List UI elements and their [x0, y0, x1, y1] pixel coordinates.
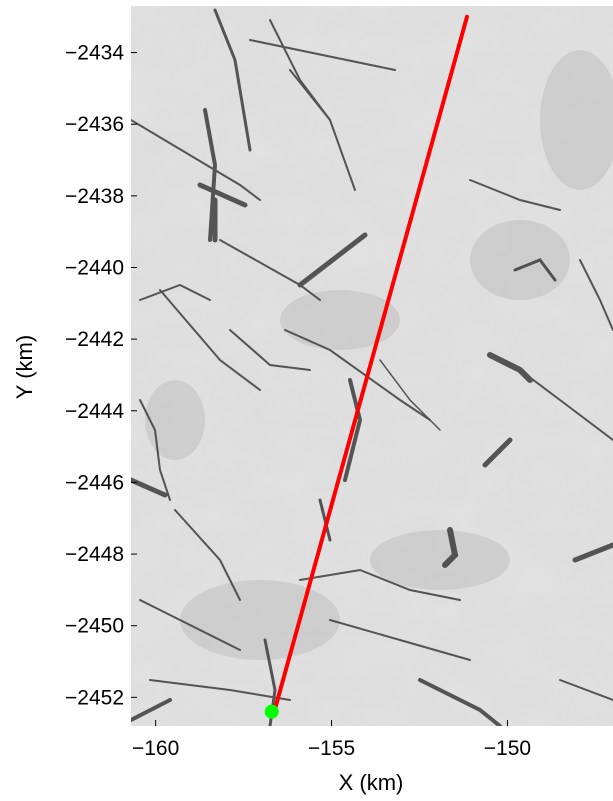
y-tick-label: −2452 — [65, 686, 124, 709]
start-marker — [264, 704, 279, 719]
x-tick-label: −160 — [132, 737, 179, 760]
y-tick-label: −2434 — [65, 42, 124, 65]
y-tick-label: −2436 — [65, 113, 124, 136]
y-tick-label: −2440 — [65, 256, 124, 279]
y-tick-label: −2450 — [65, 615, 124, 638]
track-layer — [264, 14, 469, 719]
y-tick-label: −2442 — [65, 328, 124, 351]
y-tick-label: −2438 — [65, 185, 124, 208]
y-axis: −2434 −2436 −2438 −2440 −2442 −2444 −2446 −2448… — [65, 42, 137, 709]
track-line — [273, 14, 469, 711]
x-axis-title: X (km) — [339, 770, 404, 795]
x-tick-label: −150 — [484, 737, 531, 760]
y-axis-title: Y (km) — [12, 335, 37, 399]
x-axis: −160 −155 −150 — [132, 720, 531, 760]
y-tick-label: −2446 — [65, 471, 124, 494]
x-tick-label: −155 — [308, 737, 355, 760]
y-tick-label: −2444 — [65, 400, 124, 423]
y-tick-label: −2448 — [65, 543, 124, 566]
